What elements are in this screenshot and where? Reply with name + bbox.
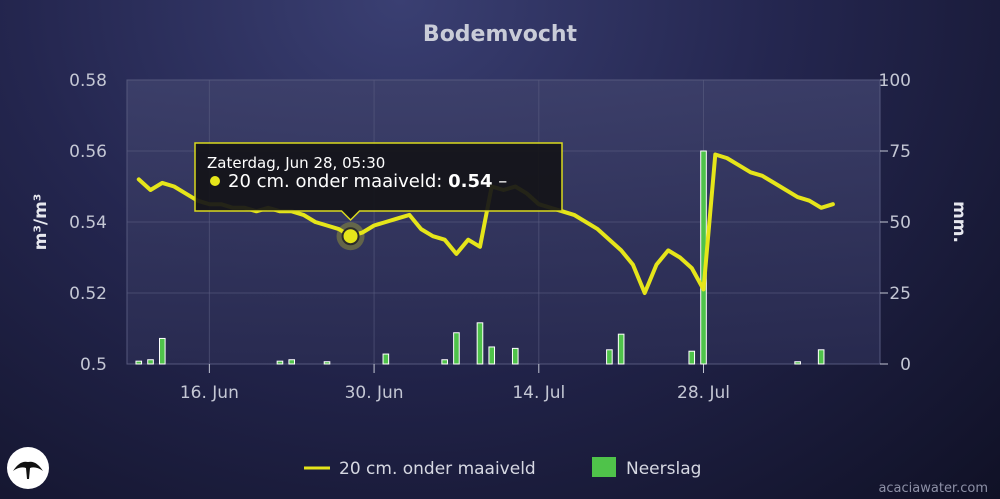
neerslag-bar — [288, 359, 296, 365]
neerslag-bars — [135, 150, 825, 365]
neerslag-bar — [147, 359, 154, 365]
x-tick-label: 30. Jun — [345, 383, 404, 403]
acacia-tree-icon — [13, 461, 43, 479]
left-axis-title: m³/m³ — [31, 194, 51, 251]
tooltip-series-name: 20 cm. onder maaiveld — [228, 171, 436, 192]
y-right-tick-label: 0 — [900, 355, 911, 375]
y-right-tick-label: 25 — [889, 284, 911, 304]
hover-marker — [336, 222, 365, 251]
right-axis-title: mm. — [949, 201, 969, 243]
neerslag-bar — [488, 346, 496, 365]
legend-item-line[interactable]: 20 cm. onder maaiveld — [304, 459, 536, 479]
neerslag-bar — [441, 359, 448, 365]
neerslag-bar — [606, 349, 613, 365]
neerslag-bar — [476, 322, 484, 365]
y-left-tick-label: 0.52 — [69, 284, 107, 304]
tooltip-date: Zaterdag, Jun 28, 05:30 — [207, 154, 385, 172]
neerslag-bar — [511, 347, 519, 365]
neerslag-bar — [276, 360, 284, 365]
neerslag-bar — [794, 361, 801, 365]
chart-title: Bodemvocht — [423, 22, 578, 47]
legend-bar-label: Neerslag — [626, 459, 701, 479]
neerslag-bar — [158, 337, 166, 365]
legend-bar-swatch — [592, 457, 616, 477]
neerslag-bar — [382, 353, 390, 365]
x-tick-label: 28. Jul — [677, 383, 730, 403]
tooltip: Zaterdag, Jun 28, 05:30 20 cm. onder maa… — [194, 142, 563, 222]
neerslag-bar — [817, 349, 825, 365]
legend-line-label: 20 cm. onder maaiveld — [339, 459, 536, 479]
y-right-tick-label: 50 — [889, 213, 911, 233]
left-axis-ticks: 0.5 0.52 0.54 0.56 0.58 — [69, 71, 107, 375]
y-right-tick-label: 100 — [879, 71, 911, 91]
legend: 20 cm. onder maaiveld Neerslag — [304, 457, 701, 479]
neerslag-bar — [688, 350, 696, 365]
right-axis-ticks: 0 25 50 75 100 — [879, 71, 911, 375]
legend-item-bar[interactable]: Neerslag — [592, 457, 701, 479]
tooltip-line: 20 cm. onder maaiveld: 0.54 – — [228, 171, 507, 192]
tooltip-box — [194, 142, 563, 222]
y-left-tick-label: 0.56 — [69, 142, 107, 162]
neerslag-bar — [323, 361, 331, 365]
tooltip-suffix: – — [498, 171, 507, 192]
tooltip-series-marker — [210, 176, 220, 186]
hover-point — [341, 227, 360, 246]
brand-logo[interactable] — [7, 447, 49, 489]
x-axis-ticks: 16. Jun 30. Jun 14. Jul 28. Jul — [180, 364, 730, 403]
neerslag-bar — [617, 333, 625, 365]
credits: acaciawater.com — [878, 481, 988, 496]
neerslag-bar — [135, 360, 143, 365]
y-left-tick-label: 0.54 — [69, 213, 107, 233]
neerslag-bar — [453, 332, 460, 365]
tooltip-value: 0.54 — [448, 171, 492, 192]
x-tick-label: 16. Jun — [180, 383, 239, 403]
y-left-tick-label: 0.58 — [69, 71, 107, 91]
y-right-tick-label: 75 — [889, 142, 911, 162]
x-tick-label: 14. Jul — [512, 383, 565, 403]
y-left-tick-label: 0.5 — [80, 355, 107, 375]
